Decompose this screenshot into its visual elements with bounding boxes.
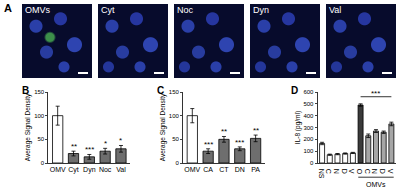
svg-text:100: 100	[169, 113, 180, 119]
svg-text:100: 100	[34, 113, 45, 119]
svg-text:Average Signal Density: Average Signal Density	[24, 93, 32, 161]
svg-text:Average Signal Density: Average Signal Density	[159, 93, 167, 161]
svg-text:0: 0	[310, 160, 314, 166]
svg-text:D: D	[291, 85, 298, 96]
svg-text:300: 300	[303, 125, 314, 131]
svg-text:D: D	[379, 169, 386, 174]
svg-text:C: C	[325, 169, 332, 174]
svg-text:0: 0	[41, 160, 45, 166]
svg-text:OMV: OMV	[50, 166, 66, 173]
svg-text:400: 400	[303, 113, 314, 119]
svg-text:CA: CA	[203, 166, 213, 173]
svg-text:D: D	[341, 169, 348, 174]
svg-text:***: ***	[85, 145, 94, 154]
html-text:Dyn: Dyn	[253, 5, 269, 15]
svg-text:50: 50	[172, 136, 179, 142]
svg-text:N: N	[333, 169, 340, 174]
svg-text:Val: Val	[116, 166, 126, 173]
svg-text:50: 50	[37, 136, 44, 142]
svg-text:N: N	[371, 169, 378, 174]
svg-text:***: ***	[235, 138, 244, 147]
svg-text:DN: DN	[235, 166, 245, 173]
html-text:OMVs: OMVs	[25, 5, 50, 15]
svg-text:***: ***	[371, 89, 380, 98]
html-text:Cyt: Cyt	[101, 5, 115, 15]
svg-text:*: *	[119, 136, 122, 145]
svg-text:600: 600	[303, 89, 314, 95]
svg-text:O: O	[356, 169, 363, 175]
svg-text:**: **	[253, 126, 259, 135]
html-text:A: A	[4, 2, 12, 14]
svg-text:PA: PA	[251, 166, 260, 173]
svg-text:**: **	[221, 127, 227, 136]
svg-text:*: *	[104, 139, 107, 148]
svg-text:OMV: OMV	[184, 166, 200, 173]
svg-text:***: ***	[204, 140, 213, 149]
svg-text:150: 150	[169, 89, 180, 95]
svg-text:C: C	[364, 169, 371, 174]
svg-text:OMVs: OMVs	[366, 181, 386, 188]
svg-text:100: 100	[303, 148, 314, 154]
svg-text:500: 500	[303, 101, 314, 107]
svg-text:V: V	[348, 169, 355, 174]
svg-text:Noc: Noc	[99, 166, 112, 173]
svg-text:Dyn: Dyn	[83, 166, 96, 174]
svg-text:200: 200	[303, 136, 314, 142]
svg-text:CT: CT	[219, 166, 229, 173]
svg-text:0: 0	[175, 160, 179, 166]
html-text:Noc: Noc	[177, 5, 193, 15]
svg-text:**: **	[71, 142, 77, 151]
html-text:Val: Val	[329, 5, 342, 15]
svg-text:Cyt: Cyt	[68, 166, 79, 174]
svg-text:V: V	[387, 169, 394, 174]
svg-text:NS: NS	[318, 169, 325, 179]
svg-text:B: B	[22, 85, 29, 96]
svg-text:C: C	[157, 85, 164, 96]
svg-text:IL-8 (pg/ml): IL-8 (pg/ml)	[294, 111, 302, 144]
svg-text:150: 150	[34, 89, 45, 95]
